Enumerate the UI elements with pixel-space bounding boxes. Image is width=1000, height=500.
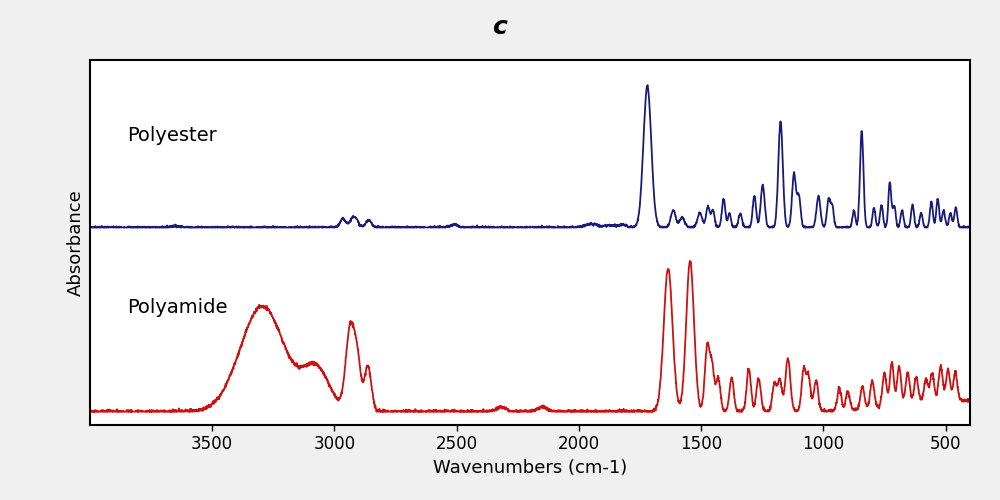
Text: Polyamide: Polyamide xyxy=(127,298,227,318)
Text: Polyester: Polyester xyxy=(127,126,216,145)
Text: c: c xyxy=(493,15,507,39)
X-axis label: Wavenumbers (cm-1): Wavenumbers (cm-1) xyxy=(433,459,627,477)
Y-axis label: Absorbance: Absorbance xyxy=(66,189,84,296)
